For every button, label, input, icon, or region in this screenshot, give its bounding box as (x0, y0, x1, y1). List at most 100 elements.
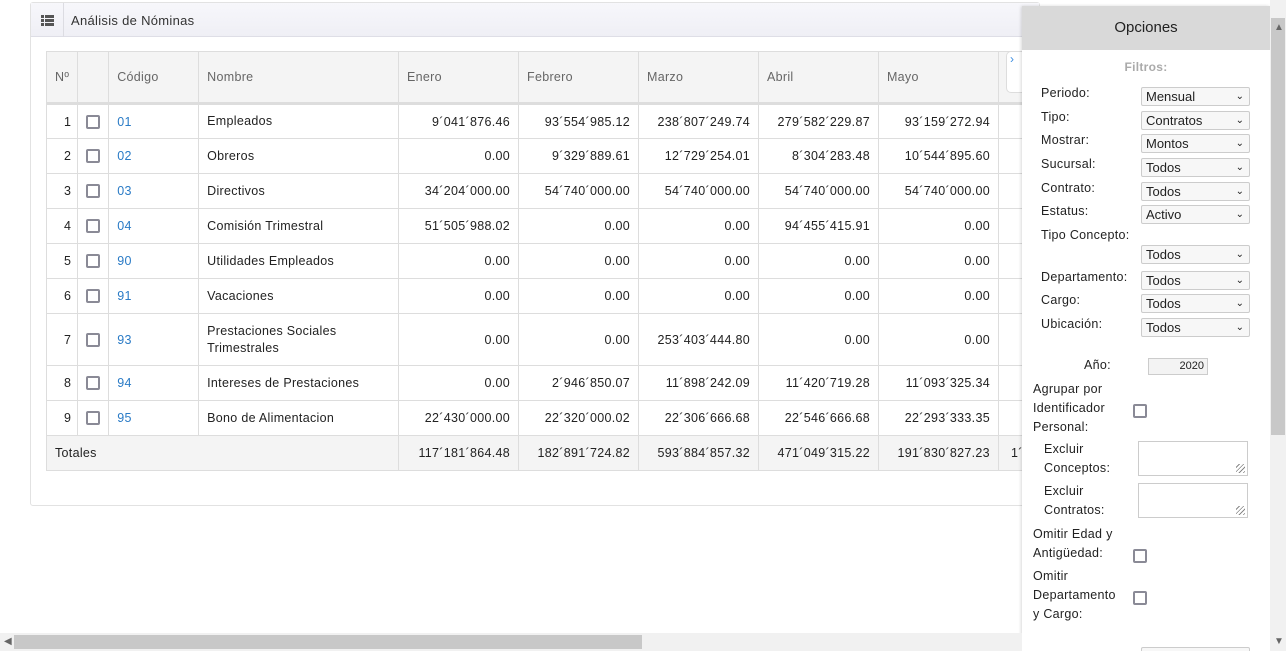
amount-cell: 279´582´229.87 (757, 103, 879, 139)
group-by-checkbox[interactable] (1133, 404, 1147, 418)
row-select[interactable] (77, 313, 110, 366)
column-header[interactable]: Febrero (518, 51, 639, 105)
column-header[interactable]: Mayo (877, 51, 999, 105)
code-link[interactable]: 04 (108, 208, 200, 244)
amount-cell: 22´306´666.68 (638, 400, 759, 436)
omit-age-checkbox[interactable] (1133, 549, 1147, 563)
scroll-down-icon[interactable]: ▼ (1274, 636, 1285, 647)
row-select[interactable] (77, 278, 110, 314)
concept-name: Vacaciones (198, 278, 400, 314)
chevron-down-icon: ⌄ (1235, 115, 1244, 126)
table-row: 4 04 Comisión Trimestral 51´505´988.02 0.0… (45, 208, 1040, 244)
amount-cell: 94´455´415.91 (757, 208, 879, 244)
code-link[interactable]: 01 (108, 103, 200, 139)
amount-cell: 0.00 (518, 243, 639, 279)
column-header[interactable]: Enero (398, 51, 520, 105)
filter-select[interactable]: Mensual ⌄ (1141, 87, 1250, 106)
card-title: Análisis de Nóminas (71, 13, 195, 28)
expand-columns-button[interactable]: › (1006, 51, 1022, 93)
exclude-concepts-label: Excluir Conceptos: (1044, 442, 1111, 475)
filter-select[interactable]: Montos ⌄ (1141, 134, 1250, 153)
amount-cell: 0.00 (638, 243, 759, 279)
omit-age-label: Omitir Edad y Antigüedad: (1033, 527, 1113, 560)
filter-select[interactable]: Todos ⌄ (1141, 158, 1250, 177)
row-number: 4 (45, 208, 79, 244)
code-link[interactable]: 02 (108, 138, 200, 174)
column-header[interactable] (77, 51, 110, 105)
year-input[interactable]: 2020 (1148, 358, 1208, 375)
code-link[interactable]: 93 (108, 313, 200, 366)
chevron-down-icon: ⌄ (1235, 298, 1244, 309)
filter-select[interactable]: Todos ⌄ (1141, 271, 1250, 290)
omit-dept-checkbox[interactable] (1133, 591, 1147, 605)
row-select[interactable] (77, 173, 110, 209)
row-checkbox[interactable] (86, 332, 101, 347)
amount-cell: 8´304´283.48 (757, 138, 879, 174)
filter-select[interactable]: Todos ⌄ (1141, 294, 1250, 313)
column-header[interactable]: Nombre (198, 51, 400, 105)
row-checkbox[interactable] (86, 411, 101, 426)
concept-name: Utilidades Empleados (198, 243, 400, 279)
column-header[interactable]: Nº (45, 51, 79, 105)
amount-cell: 0.00 (398, 243, 520, 279)
code-link[interactable]: 03 (108, 173, 200, 209)
row-select[interactable] (77, 138, 110, 174)
table-row: 3 03 Directivos 34´204´000.00 54´740´000.0… (45, 173, 1040, 209)
horizontal-scrollbar-thumb[interactable] (14, 635, 642, 649)
chevron-down-icon: ⌄ (1235, 138, 1244, 149)
row-checkbox[interactable] (86, 114, 101, 129)
table-row: 1 01 Empleados 9´041´876.46 93´554´985.12 2… (45, 103, 1040, 139)
row-select[interactable] (77, 103, 110, 139)
filter-select[interactable]: Activo ⌄ (1141, 205, 1250, 224)
filters-heading: Filtros: (1124, 60, 1168, 74)
column-header[interactable]: Código (108, 51, 200, 105)
amount-cell: 2´946´850.07 (518, 365, 639, 401)
row-number: 7 (45, 313, 79, 366)
amount-cell: 0.00 (398, 365, 520, 401)
table-row: 2 02 Obreros 0.00 9´329´889.61 12´729´254.0… (45, 138, 1040, 174)
total-cell: 593´884´857.32 (638, 435, 759, 471)
scroll-left-icon[interactable]: ◀ (4, 636, 12, 647)
code-link[interactable]: 91 (108, 278, 200, 314)
concept-name: Empleados (198, 103, 400, 139)
partial-select[interactable] (1141, 647, 1250, 651)
row-select[interactable] (77, 208, 110, 244)
table-row: 8 94 Intereses de Prestaciones 0.00 2´946´… (45, 365, 1040, 401)
amount-cell: 93´554´985.12 (518, 103, 639, 139)
amount-cell: 51´505´988.02 (398, 208, 520, 244)
filter-label: Sucursal: (1041, 157, 1096, 171)
row-select[interactable] (77, 243, 110, 279)
row-checkbox[interactable] (86, 149, 101, 164)
row-checkbox[interactable] (86, 289, 101, 304)
list-icon (31, 3, 64, 37)
code-link[interactable]: 90 (108, 243, 200, 279)
row-checkbox[interactable] (86, 219, 101, 234)
column-header[interactable]: Abril (757, 51, 879, 105)
amount-cell: 0.00 (757, 243, 879, 279)
filter-label: Ubicación: (1041, 317, 1103, 331)
scroll-up-icon[interactable]: ▲ (1274, 22, 1285, 33)
amount-cell: 9´041´876.46 (398, 103, 520, 139)
row-checkbox[interactable] (86, 376, 101, 391)
code-link[interactable]: 95 (108, 400, 200, 436)
filter-select[interactable]: Todos ⌄ (1141, 182, 1250, 201)
row-checkbox[interactable] (86, 254, 101, 269)
concept-name: Prestaciones Sociales Trimestrales (198, 313, 400, 366)
vertical-scrollbar-thumb[interactable] (1271, 18, 1285, 435)
total-cell: 191´830´827.23 (877, 435, 999, 471)
exclude-concepts-textarea[interactable] (1138, 441, 1248, 476)
filter-select[interactable]: Todos ⌄ (1141, 318, 1250, 337)
filter-value: Todos (1146, 247, 1181, 262)
chevron-down-icon: ⌄ (1235, 249, 1244, 260)
row-select[interactable] (77, 400, 110, 436)
exclude-contracts-textarea[interactable] (1138, 483, 1248, 518)
omit-dept-label: Omitir Departamento y Cargo: (1033, 569, 1116, 621)
row-checkbox[interactable] (86, 184, 101, 199)
options-title: Opciones (1022, 6, 1270, 50)
row-select[interactable] (77, 365, 110, 401)
filter-select[interactable]: Contratos ⌄ (1141, 111, 1250, 130)
filter-select[interactable]: Todos ⌄ (1141, 245, 1250, 264)
row-number: 1 (45, 103, 79, 139)
code-link[interactable]: 94 (108, 365, 200, 401)
column-header[interactable]: Marzo (638, 51, 759, 105)
